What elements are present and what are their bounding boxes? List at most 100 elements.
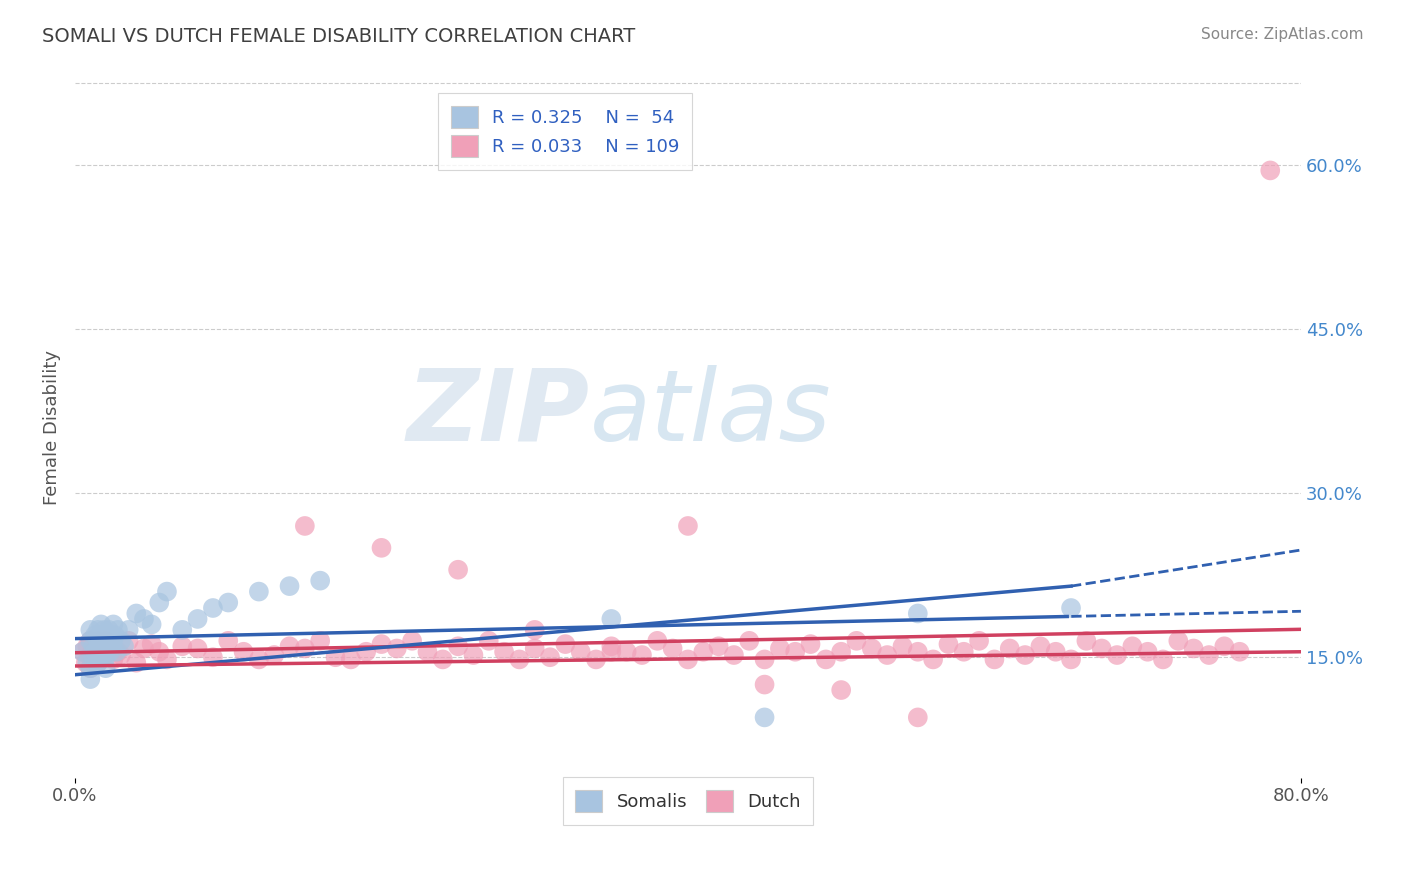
Point [631,648,654,662]
Point [799,637,821,651]
Point [172,623,194,637]
Point [370,541,392,555]
Point [107,623,129,637]
Point [84,637,107,651]
Point [661,641,683,656]
Point [84,645,107,659]
Point [1136,645,1159,659]
Point [91,633,114,648]
Point [1182,641,1205,656]
Point [523,623,546,637]
Point [201,601,224,615]
Point [278,640,301,654]
Point [94,661,117,675]
Point [91,645,114,659]
Point [494,645,516,659]
Point [97,641,120,656]
Legend: Somalis, Dutch: Somalis, Dutch [562,777,813,824]
Point [569,645,592,659]
Point [1121,640,1143,654]
Point [132,641,155,656]
Point [370,637,392,651]
Point [187,641,209,656]
Point [141,637,163,651]
Point [94,628,117,642]
Point [447,640,470,654]
Point [830,683,852,698]
Point [876,648,898,662]
Point [354,645,377,659]
Point [91,640,114,654]
Point [103,640,125,654]
Point [340,652,363,666]
Point [148,645,170,659]
Point [325,650,347,665]
Point [463,648,485,662]
Point [676,652,699,666]
Point [201,650,224,665]
Point [754,652,776,666]
Point [983,652,1005,666]
Point [432,652,454,666]
Point [82,652,104,666]
Point [86,656,108,670]
Point [478,633,501,648]
Point [401,633,423,648]
Point [82,650,104,665]
Point [676,519,699,533]
Point [616,645,638,659]
Point [86,648,108,662]
Point [600,612,623,626]
Point [785,645,807,659]
Point [232,645,254,659]
Point [922,652,945,666]
Point [907,607,929,621]
Point [723,648,745,662]
Point [101,640,124,654]
Point [416,645,439,659]
Point [89,628,111,642]
Point [645,633,668,648]
Point [104,628,127,642]
Point [79,623,101,637]
Point [125,607,148,621]
Point [72,645,94,659]
Point [107,645,129,659]
Point [217,633,239,648]
Point [103,652,125,666]
Point [1213,640,1236,654]
Point [1258,163,1281,178]
Point [738,633,761,648]
Point [309,574,332,588]
Point [97,623,120,637]
Point [87,633,110,648]
Text: Source: ZipAtlas.com: Source: ZipAtlas.com [1201,27,1364,42]
Point [87,633,110,648]
Point [1152,652,1174,666]
Point [309,633,332,648]
Point [141,617,163,632]
Point [87,656,110,670]
Point [79,633,101,648]
Point [105,645,128,659]
Point [1105,648,1128,662]
Point [1167,633,1189,648]
Point [112,640,135,654]
Point [1045,645,1067,659]
Point [156,584,179,599]
Point [754,710,776,724]
Point [523,641,546,656]
Point [72,645,94,659]
Point [538,650,561,665]
Point [82,640,104,654]
Point [79,672,101,686]
Point [76,656,98,670]
Point [508,652,530,666]
Point [247,652,270,666]
Point [1060,601,1083,615]
Point [1076,633,1098,648]
Point [90,652,112,666]
Point [93,623,115,637]
Point [117,623,139,637]
Point [845,633,868,648]
